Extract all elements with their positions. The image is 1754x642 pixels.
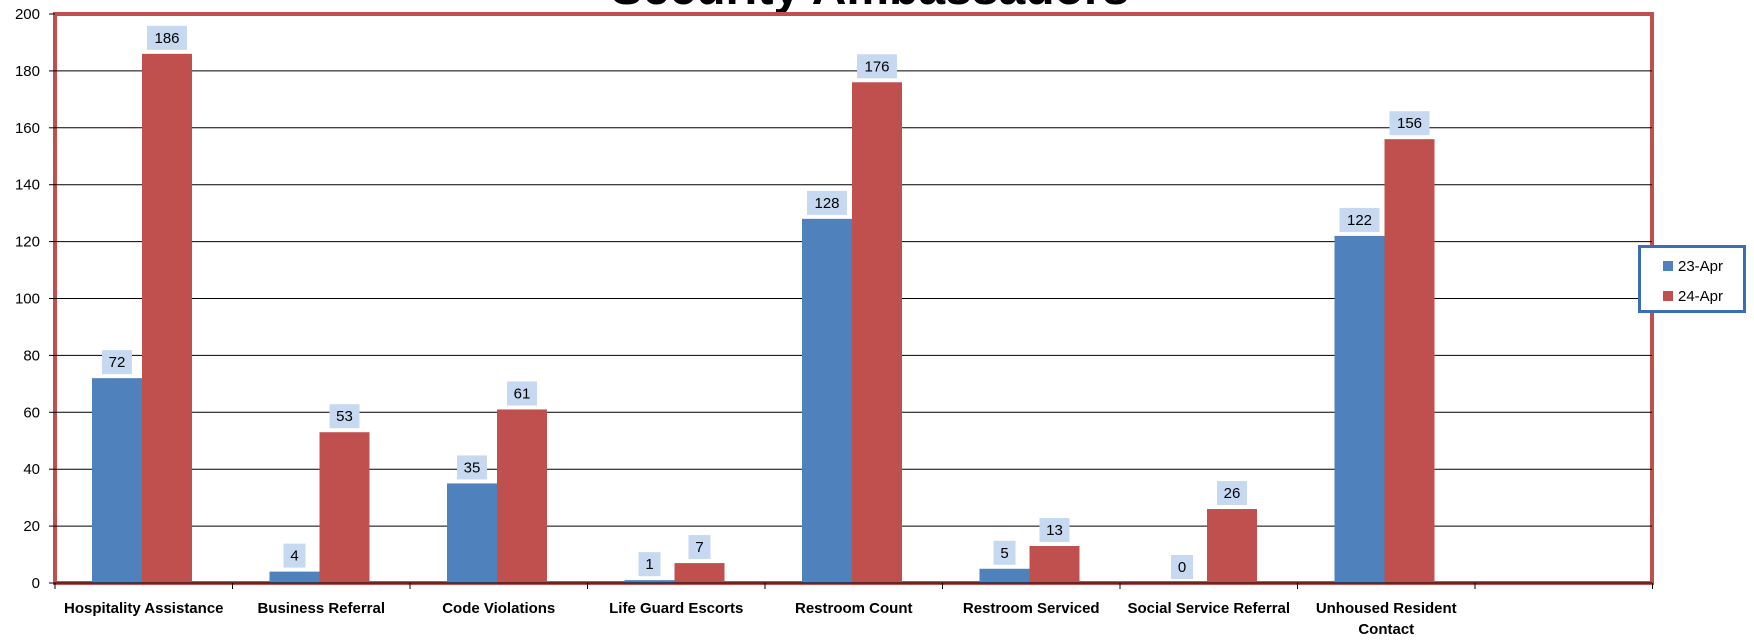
legend-swatch-23-apr: [1663, 261, 1673, 271]
data-label: 72: [109, 354, 126, 371]
category-label: Restroom Serviced: [963, 600, 1100, 617]
y-tick-label: 160: [15, 120, 40, 137]
category-label: Hospitality Assistance: [64, 600, 224, 617]
y-tick-label: 180: [15, 63, 40, 80]
bar-24-apr-1: [319, 432, 370, 583]
bar-24-apr-6: [1207, 509, 1257, 583]
data-label: 53: [336, 408, 353, 425]
legend-item-23-apr: 23-Apr: [1663, 256, 1723, 276]
y-tick-label: 200: [15, 6, 40, 23]
y-tick-label: 100: [15, 291, 40, 308]
bar-24-apr-3: [674, 563, 725, 583]
data-label: 35: [464, 459, 481, 476]
data-label-box: [1217, 481, 1247, 506]
y-tick-label: 40: [23, 461, 40, 478]
legend-item-24-apr: 24-Apr: [1663, 286, 1723, 306]
data-label: 7: [695, 539, 703, 556]
data-labels: 72 4 35 1 128 5 0 122 186 53 61 7 176 13 26 156: [102, 25, 1430, 579]
y-tick-label: 140: [15, 177, 40, 194]
data-label: 156: [1397, 115, 1422, 132]
bar-24-apr-5: [1029, 546, 1080, 583]
category-label: Code Violations: [442, 600, 555, 617]
bar-23-apr-7: [1334, 235, 1385, 583]
data-label-box: [283, 543, 306, 568]
bars: [92, 53, 1435, 583]
data-label-box: [993, 540, 1016, 565]
data-label-box: [1339, 207, 1380, 232]
data-label-box: [102, 350, 132, 375]
bar-23-apr-4: [802, 218, 852, 583]
data-label-box: [638, 552, 661, 577]
bar-24-apr-7: [1384, 139, 1435, 583]
data-label-box: [1389, 111, 1430, 136]
y-tick-label: 20: [23, 518, 40, 535]
y-tick-label: 80: [23, 347, 40, 364]
data-label: 176: [864, 58, 889, 75]
y-tick-label: 120: [15, 234, 40, 251]
data-label-box: [147, 25, 187, 50]
chart-title: Security Ambassadors: [611, 0, 1129, 15]
bar-23-apr-3: [624, 580, 675, 583]
bar-23-apr-2: [447, 483, 497, 583]
data-label: 186: [154, 30, 179, 47]
category-label: Restroom Count: [795, 600, 913, 617]
data-label-box: [507, 381, 537, 406]
data-label: 13: [1046, 522, 1063, 539]
data-label: 61: [514, 385, 531, 402]
y-tick-label: 60: [23, 404, 40, 421]
data-label: 128: [814, 195, 839, 212]
data-label-box: [1039, 518, 1070, 543]
legend-swatch-24-apr: [1663, 291, 1673, 301]
category-label: Social Service Referral: [1127, 600, 1290, 617]
data-label-box: [329, 404, 360, 429]
category-label: Business Referral: [257, 600, 385, 617]
bar-23-apr-5: [979, 568, 1030, 583]
bar-24-apr-2: [497, 409, 547, 583]
bar-24-apr-4: [852, 82, 902, 583]
y-tick-label: 0: [32, 575, 40, 592]
data-label: 0: [1178, 559, 1186, 576]
bar-23-apr-1: [269, 571, 320, 583]
bar-24-apr-0: [142, 53, 192, 583]
data-label: 122: [1347, 212, 1372, 229]
data-label: 5: [1000, 545, 1008, 562]
category-label: Unhoused Resident Contact: [1316, 600, 1457, 638]
data-label-box: [688, 535, 711, 560]
data-label-box: [807, 190, 847, 215]
legend-label-23-apr: 23-Apr: [1678, 257, 1724, 275]
bar-23-apr-0: [92, 378, 142, 583]
data-label-box: [857, 54, 897, 79]
data-label-box: [457, 455, 487, 480]
legend-label-24-apr: 24-Apr: [1678, 287, 1724, 305]
data-label: 1: [645, 556, 653, 573]
data-label: 4: [290, 548, 298, 565]
data-label-box: [1171, 555, 1193, 579]
category-label: Life Guard Escorts: [609, 600, 743, 617]
data-label: 26: [1224, 485, 1241, 502]
legend: 23-Apr 24-Apr: [1638, 245, 1746, 313]
